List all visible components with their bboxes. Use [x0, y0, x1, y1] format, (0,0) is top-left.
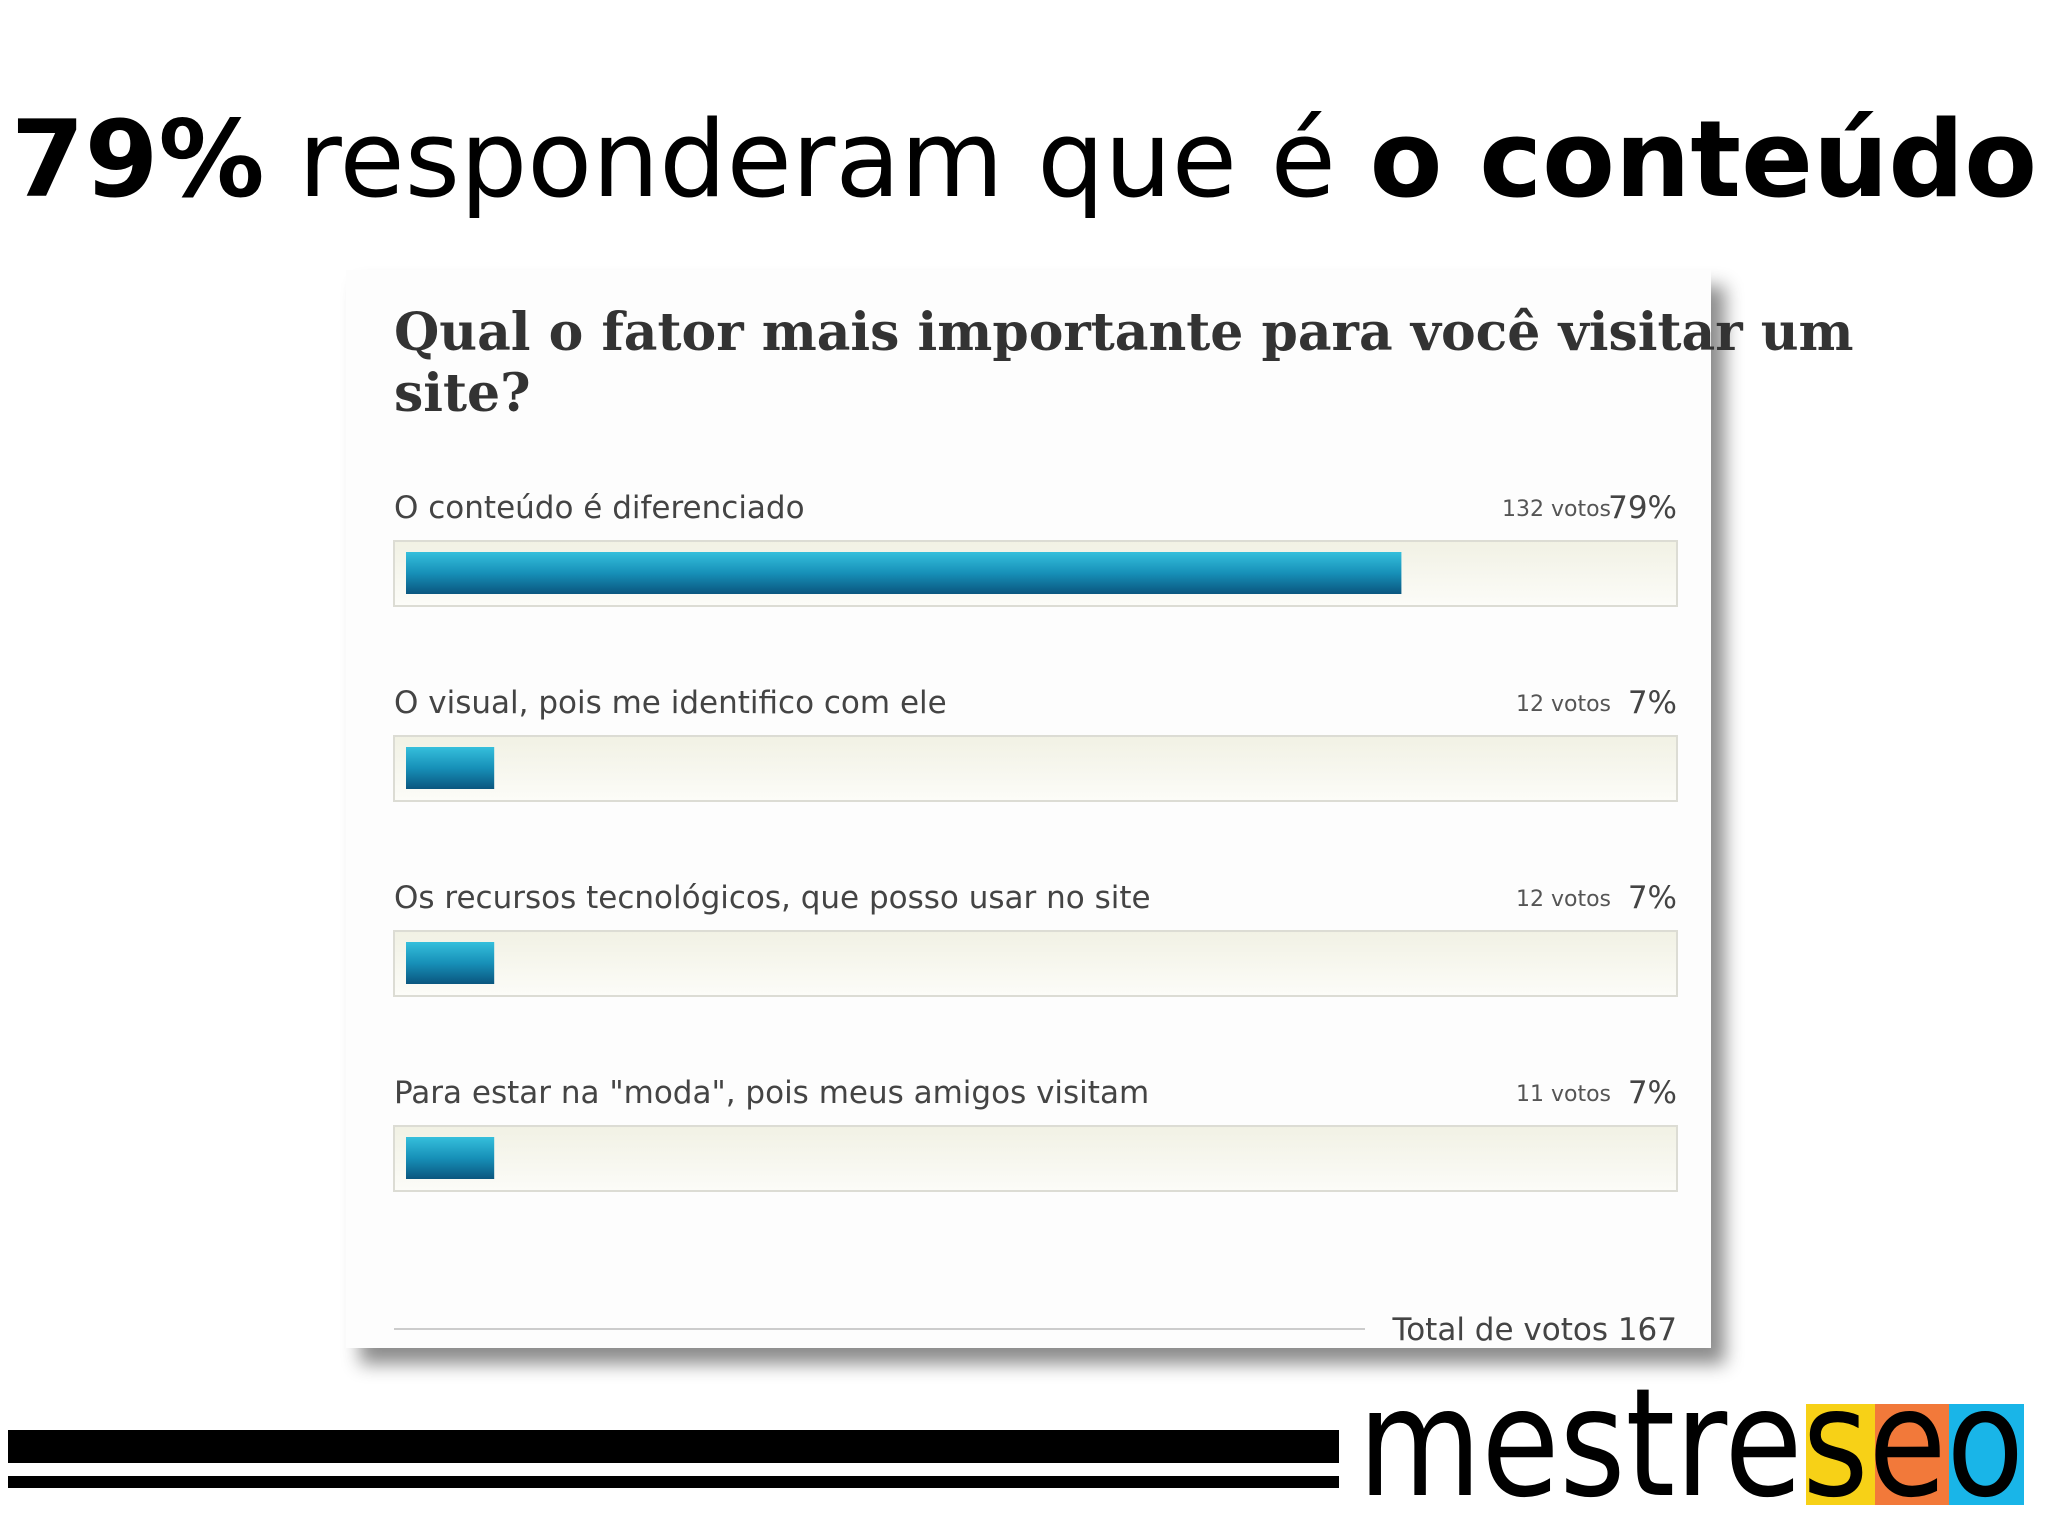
logo-part: mestre	[1358, 1357, 1802, 1531]
poll-total: Total de votos 167	[1392, 1312, 1677, 1348]
stripe	[8, 1476, 1339, 1488]
poll-question: site?	[394, 363, 531, 424]
logo-bg	[1949, 1404, 2024, 1505]
logo-bg	[1806, 1404, 1876, 1505]
bar	[406, 747, 495, 789]
option-votes: 132 votos	[1502, 497, 1611, 522]
option-label: O conteúdo é diferenciado	[394, 490, 805, 526]
logo-part: o	[1946, 1357, 2024, 1531]
logo: mestreseo	[1358, 1357, 2024, 1531]
option-percent: 79%	[1608, 490, 1677, 526]
option-percent: 7%	[1628, 1075, 1677, 1111]
option-label: O visual, pois me identifico com ele	[394, 685, 947, 721]
bar	[406, 942, 495, 984]
title-normal: responderam que é	[265, 98, 1370, 221]
poll-question: Qual o fator mais importante para você v…	[394, 302, 1854, 363]
bar-track	[393, 1125, 1678, 1192]
poll-options: O conteúdo é diferenciado 79%132 votos O v…	[393, 490, 1678, 1192]
title-bold: 79%	[11, 98, 265, 221]
logo-bg	[1875, 1404, 1949, 1505]
logo-part: s	[1802, 1357, 1868, 1531]
option-percent: 7%	[1628, 880, 1677, 916]
option-votes: 12 votos	[1516, 692, 1611, 717]
option-label: Os recursos tecnológicos, que posso usar…	[394, 880, 1151, 916]
option-percent: 7%	[1628, 685, 1677, 721]
option-label: Para estar na "moda", pois meus amigos v…	[394, 1075, 1149, 1111]
title-bold: o conteúdo	[1370, 98, 2038, 221]
logo-part: e	[1868, 1357, 1946, 1531]
bar	[406, 552, 1402, 594]
bar-track	[393, 930, 1678, 997]
slide-title: 79% responderam que é o conteúdo	[11, 98, 2037, 221]
bar-track	[393, 735, 1678, 802]
stripe	[8, 1430, 1339, 1463]
bar	[406, 1137, 495, 1179]
option-votes: 11 votos	[1516, 1082, 1611, 1107]
option-votes: 12 votos	[1516, 887, 1611, 912]
